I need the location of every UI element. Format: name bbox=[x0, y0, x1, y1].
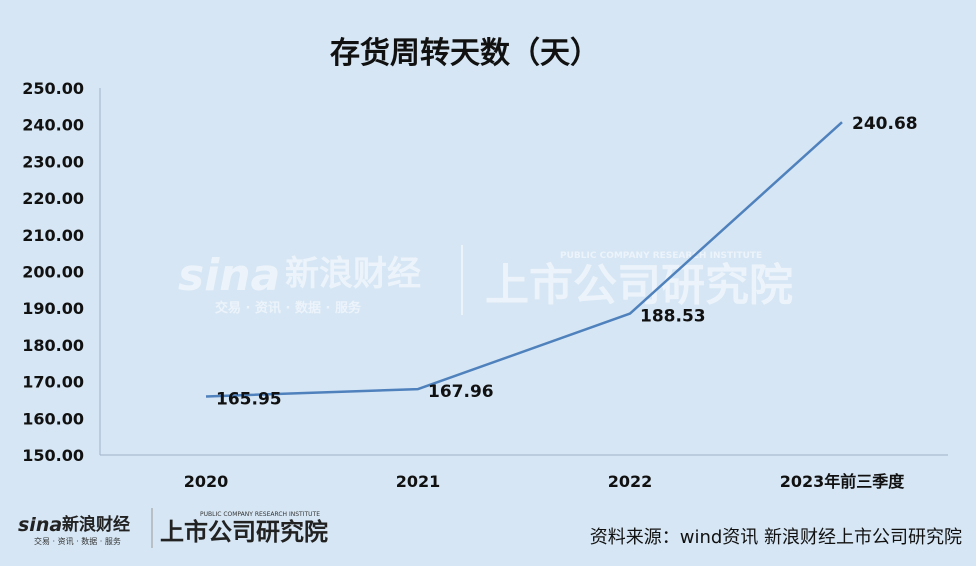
watermark-brand: sina bbox=[178, 250, 280, 301]
watermark: sina 新浪财经 交易 · 资讯 · 数据 · 服务 PUBLIC COMPA… bbox=[178, 245, 793, 316]
watermark-institute-en: PUBLIC COMPANY RESEARCH INSTITUTE bbox=[560, 251, 762, 261]
y-tick-label: 190.00 bbox=[22, 299, 84, 318]
source-note: 资料来源：wind资讯 新浪财经上市公司研究院 bbox=[589, 527, 962, 548]
footer-logo-tagline: 交易 · 资讯 · 数据 · 服务 bbox=[34, 536, 121, 546]
x-tick-label: 2020 bbox=[184, 472, 229, 491]
y-tick-label: 160.00 bbox=[22, 409, 84, 428]
footer-logo-institute: 上市公司研究院 bbox=[160, 518, 328, 546]
footer-logo-institute-en: PUBLIC COMPANY RESEARCH INSTITUTE bbox=[200, 511, 320, 518]
data-label: 240.68 bbox=[852, 114, 918, 134]
y-tick-label: 230.00 bbox=[22, 152, 84, 171]
x-axis-ticks: 2020 2021 2022 2023年前三季度 bbox=[184, 472, 906, 491]
y-tick-label: 220.00 bbox=[22, 189, 84, 208]
footer-logo: sina 新浪财经 交易 · 资讯 · 数据 · 服务 PUBLIC COMPA… bbox=[18, 508, 328, 548]
data-label: 165.95 bbox=[216, 389, 282, 409]
y-tick-label: 210.00 bbox=[22, 226, 84, 245]
watermark-institute: 上市公司研究院 bbox=[485, 260, 793, 311]
x-tick-label: 2023年前三季度 bbox=[780, 472, 906, 491]
y-tick-label: 170.00 bbox=[22, 373, 84, 392]
y-tick-label: 200.00 bbox=[22, 263, 84, 282]
footer-logo-brand: sina bbox=[18, 514, 62, 536]
data-labels: 165.95 167.96 188.53 240.68 bbox=[216, 114, 918, 409]
chart-title: 存货周转天数（天） bbox=[330, 36, 600, 71]
data-label: 188.53 bbox=[640, 307, 706, 327]
watermark-tagline: 交易 · 资讯 · 数据 · 服务 bbox=[215, 300, 362, 316]
y-tick-label: 250.00 bbox=[22, 79, 84, 98]
x-tick-label: 2022 bbox=[608, 472, 653, 491]
y-tick-label: 240.00 bbox=[22, 116, 84, 135]
watermark-name: 新浪财经 bbox=[285, 254, 421, 294]
data-label: 167.96 bbox=[428, 382, 494, 402]
series-line bbox=[205, 121, 843, 398]
x-tick-label: 2021 bbox=[396, 472, 441, 491]
footer-logo-name: 新浪财经 bbox=[62, 514, 130, 535]
y-axis-ticks: 150.00 160.00 170.00 180.00 190.00 200.00 210.… bbox=[22, 79, 84, 465]
y-tick-label: 150.00 bbox=[22, 446, 84, 465]
y-tick-label: 180.00 bbox=[22, 336, 84, 355]
